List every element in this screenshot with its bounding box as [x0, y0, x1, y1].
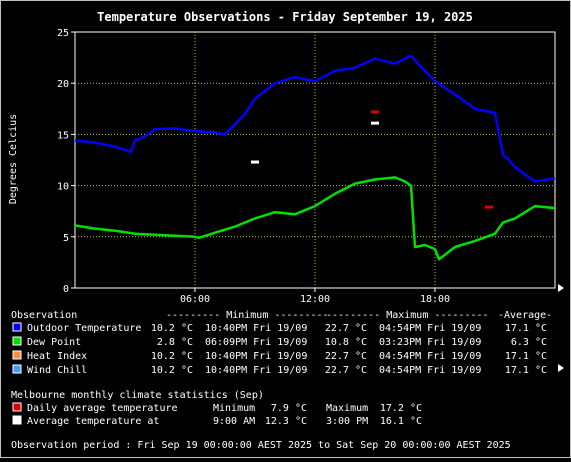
climate-avg-v2: 16.1 °C	[380, 416, 422, 427]
x-tick-label: 18:00	[420, 294, 450, 305]
legend-min-val-dewpoint: 2.8 °C	[157, 337, 193, 348]
series-line-outdoor-temperature	[74, 54, 556, 183]
y-tick-label: 15	[57, 130, 69, 141]
legend-min-time-windchill: 10:40PM Fri 19/09	[205, 365, 307, 376]
climate-marker	[251, 160, 259, 164]
series-line-dew-point	[74, 176, 556, 261]
climate-avg-t1: 9:00 AM	[213, 416, 255, 427]
y-tick-label: 10	[57, 182, 69, 193]
y-axis-label: Degrees Celcius	[8, 114, 19, 204]
legend-min-time-outdoor: 10:40PM Fri 19/09	[205, 323, 307, 334]
legend-name-windchill: Wind Chill	[27, 365, 87, 376]
x-tick-label: 06:00	[180, 294, 210, 305]
legend-row-outdoor: Outdoor Temperature 10.2 °C 10:40PM Fri …	[12, 322, 547, 334]
legend-avg-windchill: 17.1 °C	[505, 365, 547, 376]
series-lines	[74, 54, 556, 261]
legend-avg-outdoor: 17.1 °C	[505, 323, 547, 334]
legend-max-time-heatindex: 04:54PM Fri 19/09	[379, 351, 481, 362]
climate-row-avg-at: Average temperature at 9:00 AM 12.3 °C 3…	[12, 415, 422, 427]
legend-swatch-heatindex	[12, 350, 22, 360]
legend-max-val-outdoor: 22.7 °C	[325, 323, 367, 334]
plot-area	[74, 31, 556, 289]
climate-avg-t2: 3:00 PM	[326, 416, 368, 427]
legend-min-time-dewpoint: 06:09PM Fri 19/09	[205, 337, 307, 348]
legend-max-val-dewpoint: 10.8 °C	[325, 337, 367, 348]
legend-avg-dewpoint: 6.3 °C	[511, 337, 547, 348]
climate-markers	[251, 110, 493, 209]
legend-name-outdoor: Outdoor Temperature	[27, 323, 141, 334]
legend-row-heatindex: Heat Index 10.2 °C 10:40PM Fri 19/09 22.…	[12, 350, 547, 362]
y-tick-label: 25	[57, 28, 69, 39]
x-axis-arrow-icon	[558, 284, 564, 292]
legend-header-minimum: --------- Minimum ---------	[166, 310, 329, 321]
climate-row-daily: Daily average temperature Minimum 7.9 °C…	[12, 402, 422, 414]
legend-avg-heatindex: 17.1 °C	[505, 351, 547, 362]
legend-max-time-outdoor: 04:54PM Fri 19/09	[379, 323, 481, 334]
x-tick-labels: 06:00 12:00 18:00	[180, 288, 450, 305]
legend-row-windchill: Wind Chill 10.2 °C 10:40PM Fri 19/09 22.…	[12, 364, 547, 376]
legend-min-time-heatindex: 10:40PM Fri 19/09	[205, 351, 307, 362]
legend-swatch-dewpoint	[12, 336, 22, 346]
grid	[75, 32, 555, 288]
climate-swatch-avg	[12, 415, 22, 425]
legend-name-heatindex: Heat Index	[27, 351, 87, 362]
legend-max-time-dewpoint: 03:23PM Fri 19/09	[379, 337, 481, 348]
legend-min-val-outdoor: 10.2 °C	[151, 323, 193, 334]
climate-daily-min-label: Minimum	[213, 403, 255, 414]
climate-daily-max-val: 17.2 °C	[380, 403, 422, 414]
legend-row-dewpoint: Dew Point 2.8 °C 06:09PM Fri 19/09 10.8 …	[12, 336, 547, 348]
observation-period: Observation period : Fri Sep 19 00:00:00…	[11, 440, 511, 451]
legend-swatch-outdoor	[12, 322, 22, 332]
climate-marker	[371, 121, 379, 125]
climate-avg-label: Average temperature at	[27, 416, 159, 427]
climate-daily-min-val: 7.9 °C	[271, 403, 307, 414]
climate-avg-v1: 12.3 °C	[265, 416, 307, 427]
legend-header-observation: Observation	[11, 310, 77, 321]
legend-swatch-windchill	[12, 364, 22, 374]
legend-name-dewpoint: Dew Point	[27, 337, 81, 348]
climate-marker	[485, 205, 493, 209]
climate-daily-max-label: Maximum	[326, 403, 368, 414]
legend-min-val-windchill: 10.2 °C	[151, 365, 193, 376]
climate-daily-label: Daily average temperature	[27, 403, 178, 414]
legend-header-average: -Average-	[498, 310, 552, 321]
y-tick-label: 20	[57, 79, 69, 90]
climate-header: Melbourne monthly climate statistics (Se…	[11, 390, 264, 401]
y-tick-label: 0	[63, 284, 69, 295]
legend-arrow-icon	[558, 364, 564, 372]
climate-swatch-daily	[12, 402, 22, 412]
chart-title: Temperature Observations - Friday Septem…	[97, 10, 473, 24]
legend-max-time-windchill: 04:54PM Fri 19/09	[379, 365, 481, 376]
x-tick-label: 12:00	[300, 294, 330, 305]
legend-header-maximum: --------- Maximum ---------	[326, 310, 489, 321]
y-tick-label: 5	[63, 233, 69, 244]
climate-marker	[371, 110, 379, 114]
legend-max-val-windchill: 22.7 °C	[325, 365, 367, 376]
legend-max-val-heatindex: 22.7 °C	[325, 351, 367, 362]
y-tick-labels: 0 5 10 15 20 25	[57, 28, 75, 295]
legend-min-val-heatindex: 10.2 °C	[151, 351, 193, 362]
